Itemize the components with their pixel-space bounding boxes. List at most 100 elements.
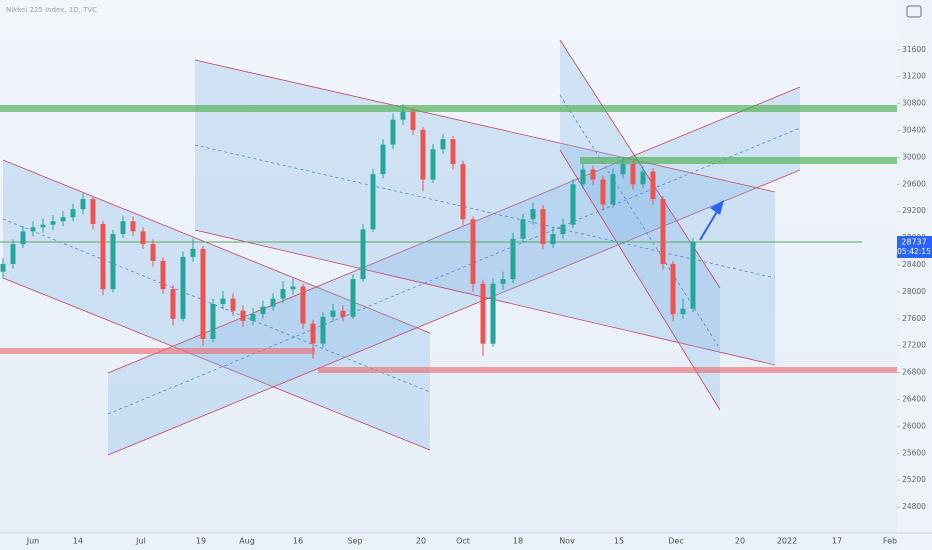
candle-body (230, 298, 236, 311)
candle-body (380, 144, 386, 175)
candle-body (60, 217, 66, 222)
resistance-zone (0, 348, 315, 354)
candle-body (80, 199, 86, 210)
y-tick-label: 27600 (902, 314, 926, 323)
candle-body (620, 164, 626, 175)
x-tick-label: Oct (456, 537, 470, 546)
y-tick-label: 25600 (902, 448, 926, 457)
x-tick-label: 18 (513, 537, 523, 546)
candle-body (340, 310, 346, 317)
channel-line (2, 159, 431, 334)
candle-body (550, 234, 556, 245)
candle-body (410, 111, 416, 130)
x-tick-label: Aug (239, 537, 255, 546)
candle-body (600, 179, 606, 205)
y-tick-label: 31200 (902, 72, 926, 81)
candle-body (200, 248, 206, 339)
price-tag-box (897, 236, 932, 258)
x-tick-label: Nov (559, 537, 575, 546)
candle-body (430, 149, 436, 180)
y-tick-label: 27200 (902, 341, 926, 350)
candle-body (40, 224, 46, 228)
y-tick-label: 25200 (902, 475, 926, 484)
candle-body (590, 169, 596, 180)
candle-body (110, 234, 116, 290)
candle-body (330, 310, 336, 317)
support-zone (0, 105, 897, 112)
candle-body (160, 260, 166, 290)
candle-body (190, 248, 196, 257)
channel-midline (2, 218, 431, 393)
channel-fill (3, 160, 430, 450)
candle-body (610, 174, 616, 205)
chart-title: Nikkei 225 Index, 1D, TVC (6, 6, 97, 14)
channel-midline (107, 127, 801, 415)
candle-body (120, 221, 126, 235)
candle-body (480, 283, 486, 344)
y-tick-label: 30800 (902, 99, 926, 108)
y-tick-label: 26000 (902, 421, 926, 430)
x-tick-label: 17 (832, 537, 842, 546)
x-tick-label: 20 (416, 537, 426, 546)
y-tick-label: 30000 (902, 152, 926, 161)
candle-body (450, 139, 456, 165)
support-zone (580, 157, 897, 164)
candle-body (310, 323, 316, 344)
candle-body (70, 209, 76, 218)
settings-button[interactable] (906, 5, 922, 18)
candle-body (250, 314, 256, 321)
arrow (699, 200, 724, 241)
candle-body (280, 289, 286, 299)
candle-body (580, 169, 586, 185)
candle-body (520, 219, 526, 239)
candle-body (290, 286, 296, 290)
countdown: 05:42:15 (897, 247, 931, 256)
candle-body (350, 279, 356, 317)
candle-body (640, 171, 646, 185)
candle-body (490, 283, 496, 344)
candle-body (140, 231, 146, 245)
y-tick-label: 28400 (902, 260, 926, 269)
candle-body (560, 224, 566, 235)
y-tick-label: 29200 (902, 206, 926, 215)
last-price: 28737 (901, 238, 926, 247)
y-tick-label: 24800 (902, 502, 926, 511)
candle-body (210, 303, 216, 339)
candle-body (510, 238, 516, 280)
arrow-head (710, 200, 724, 215)
candle-body (390, 119, 396, 145)
y-tick-label: 30400 (902, 125, 926, 134)
candle-body (360, 229, 366, 280)
x-tick-label: 15 (614, 537, 624, 546)
candle-body (90, 199, 96, 224)
candle-body (440, 139, 446, 150)
candle-body (690, 242, 696, 309)
candle-body (30, 227, 36, 232)
x-tick-label: Feb (883, 537, 897, 546)
x-tick-label: 2022 (777, 537, 797, 546)
candle-body (470, 219, 476, 284)
y-tick-label: 28000 (902, 287, 926, 296)
candle-body (10, 244, 16, 264)
x-tick-label: 16 (293, 537, 303, 546)
candle-body (420, 129, 426, 180)
candle-body (50, 221, 56, 225)
x-tick-label: Jun (26, 537, 40, 546)
x-tick-label: Jul (135, 537, 146, 546)
candle-body (460, 164, 466, 220)
channel-line (107, 169, 801, 456)
candle-body (240, 310, 246, 321)
candle-body (500, 279, 506, 284)
candle-body (320, 316, 326, 344)
candle-body (260, 306, 266, 315)
candle-body (660, 199, 666, 264)
candle-body (570, 184, 576, 225)
candle-body (540, 209, 546, 245)
candle-body (20, 231, 26, 245)
price-tag: 28737 05:42:15 (897, 236, 932, 258)
candle-body (220, 298, 226, 304)
x-tick-label: 14 (73, 537, 83, 546)
resistance-zone (318, 367, 897, 373)
candle-body (180, 256, 186, 319)
